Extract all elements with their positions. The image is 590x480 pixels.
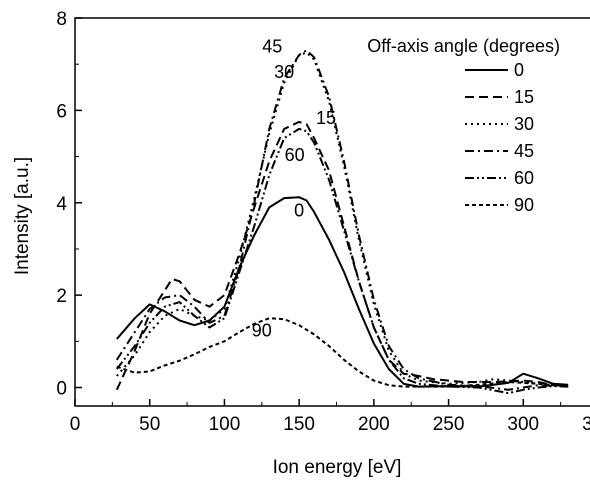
plot-frame <box>74 17 590 407</box>
y-tick-label: 8 <box>56 9 67 30</box>
x-tick-label: 100 <box>209 414 241 435</box>
annotation-label: 15 <box>316 108 336 128</box>
x-tick-label: 200 <box>358 414 390 435</box>
x-tick-label: 50 <box>139 414 160 435</box>
y-tick-label: 0 <box>56 379 67 400</box>
x-tick-label: 0 <box>70 414 81 435</box>
y-tick-label: 2 <box>56 286 67 307</box>
series-annotations: 45 30 15 60 0 90 <box>252 37 336 341</box>
annotation-label: 60 <box>285 145 305 165</box>
legend-label-30: 30 <box>514 114 534 134</box>
x-axis-label: Ion energy [eV] <box>273 457 402 478</box>
legend-title: Off-axis angle (degrees) <box>367 36 560 56</box>
x-tick-label: 150 <box>283 414 315 435</box>
annotation-label: 0 <box>294 201 304 221</box>
legend-label-45: 45 <box>514 141 534 161</box>
y-tick-label: 4 <box>56 194 67 215</box>
annotation-label: 90 <box>252 321 272 341</box>
series-line-45 <box>115 49 569 391</box>
series-line-0 <box>116 196 569 388</box>
legend-label-0: 0 <box>514 60 524 80</box>
annotation-label: 45 <box>262 37 282 57</box>
series-layer <box>115 49 569 395</box>
y-axis-label: Intensity [a.u.] <box>12 157 33 275</box>
x-tick-label: 300 <box>507 414 539 435</box>
plot-border <box>74 17 590 407</box>
annotation-label: 30 <box>274 62 294 82</box>
x-tick-label: 350 <box>582 414 590 435</box>
legend-label-60: 60 <box>514 168 534 188</box>
legend-label-15: 15 <box>514 87 534 107</box>
x-tick-label: 250 <box>433 414 465 435</box>
axis-ticks: 05010015020025030035002468 <box>56 9 590 435</box>
legend: Off-axis angle (degrees) 0 15 30 45 60 90 <box>367 36 560 215</box>
legend-label-90: 90 <box>514 195 534 215</box>
series-line-60 <box>116 127 569 395</box>
series-line-90 <box>116 317 569 388</box>
y-tick-label: 6 <box>56 101 67 122</box>
